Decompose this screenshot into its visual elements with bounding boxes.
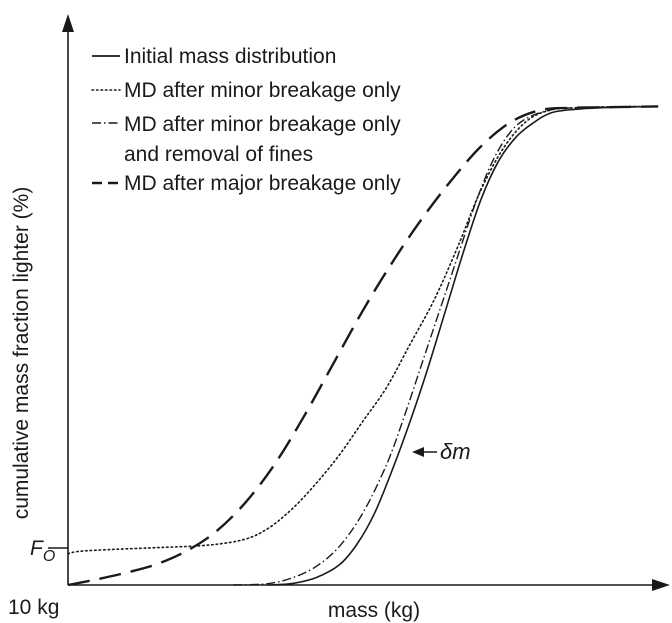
series-line-md-after-minor-breakage xyxy=(67,105,659,555)
y-tick-label: FO xyxy=(30,537,55,565)
series-line-md-after-major-breakage xyxy=(67,105,659,587)
legend-label-major: MD after major breakage only xyxy=(124,172,401,195)
series-line-initial-mass-distribution xyxy=(268,105,659,586)
legend-label-initial: Initial mass distribution xyxy=(124,45,336,68)
y-axis-arrow-icon xyxy=(62,14,74,32)
x-axis-label: mass (kg) xyxy=(328,599,420,622)
x-axis-arrow-icon xyxy=(652,579,670,591)
legend-label-minor-removal-line1: MD after minor breakage only xyxy=(124,113,401,136)
delta-m-annotation: δm xyxy=(412,439,471,464)
legend-label-minor-removal-line2: and removal of fines xyxy=(124,143,313,166)
y-tick-letter: F xyxy=(30,537,44,560)
delta-m-label: δm xyxy=(440,439,471,464)
legend-label-minor-removal: MD after minor breakage only and removal… xyxy=(124,113,406,166)
series-group xyxy=(67,105,659,587)
legend xyxy=(91,55,121,185)
x-tick-label: 10 kg xyxy=(8,596,59,619)
y-tick-subscript: O xyxy=(43,548,55,565)
axes xyxy=(48,14,670,591)
delta-m-arrow-icon xyxy=(412,447,424,457)
y-axis-label: cumulative mass fraction lighter (%) xyxy=(10,187,33,520)
legend-label-minor: MD after minor breakage only xyxy=(124,79,401,102)
